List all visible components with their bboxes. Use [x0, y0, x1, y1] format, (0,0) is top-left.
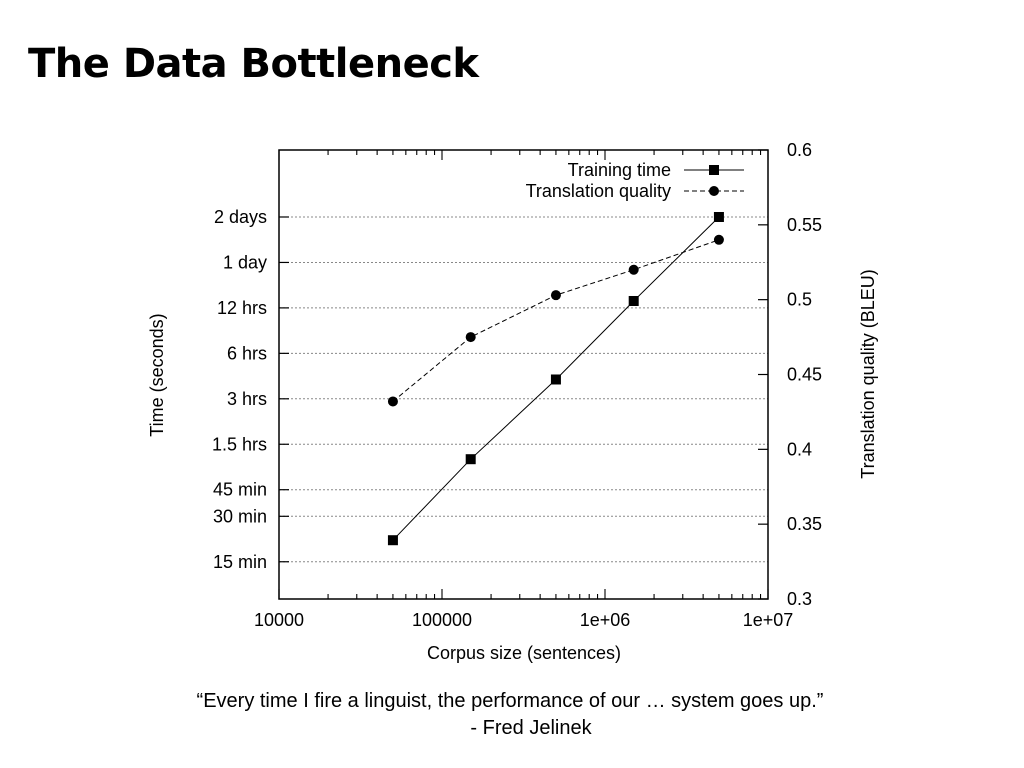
x-tick-label: 100000	[412, 610, 472, 630]
y-axis-label: Time (seconds)	[147, 313, 167, 436]
x-tick-label: 1e+07	[743, 610, 794, 630]
training-quality-chart: 15 min 30 min 45 min 1.5 hrs 3 hrs 6 hrs 12 hr…	[147, 140, 878, 663]
y-tick-label: 3 hrs	[227, 389, 267, 409]
training-time-point	[465, 454, 476, 465]
legend-label: Translation quality	[526, 181, 671, 201]
translation-quality-point	[713, 234, 724, 245]
translation-quality-point	[387, 396, 398, 407]
y-tick-label: 15 min	[213, 552, 267, 572]
grid-lines	[279, 216, 768, 563]
y2-tick-label: 0.4	[787, 439, 812, 459]
slide-title: The Data Bottleneck	[28, 41, 479, 87]
y-tick-label: 30 min	[213, 506, 267, 526]
y-tick-label: 45 min	[213, 480, 267, 500]
training-time-point	[628, 295, 639, 306]
legend-label: Training time	[568, 160, 671, 180]
y-tick-label: 2 days	[214, 207, 267, 227]
translation-quality-point	[550, 290, 561, 301]
y2-tick-label: 0.3	[787, 589, 812, 609]
legend-marker	[709, 165, 719, 175]
x-axis-label: Corpus size (sentences)	[427, 643, 621, 663]
y2-tick-label: 0.35	[787, 514, 822, 534]
y-tick-label: 12 hrs	[217, 298, 267, 318]
x-tick-label: 1e+06	[580, 610, 631, 630]
x-tick-label: 10000	[254, 610, 304, 630]
series-layer	[387, 211, 724, 546]
translation-quality-point	[465, 332, 476, 343]
axis-ticks: 15 min 30 min 45 min 1.5 hrs 3 hrs 6 hrs 12 hr…	[212, 140, 822, 630]
y-tick-label: 6 hrs	[227, 343, 267, 363]
quote-text: “Every time I fire a linguist, the perfo…	[196, 690, 824, 712]
training-time-point	[713, 211, 724, 222]
quote-author: - Fred Jelinek	[470, 717, 592, 739]
y2-tick-label: 0.5	[787, 290, 812, 310]
training-time-point	[550, 374, 561, 385]
translation-quality-point	[628, 264, 639, 275]
y-tick-label: 1.5 hrs	[212, 434, 267, 454]
y2-axis-label: Translation quality (BLEU)	[858, 269, 878, 478]
legend-marker	[709, 186, 719, 196]
y-tick-label: 1 day	[223, 252, 267, 272]
y2-tick-label: 0.45	[787, 365, 822, 385]
training-time-point	[387, 535, 398, 546]
y2-tick-label: 0.6	[787, 140, 812, 160]
y2-tick-label: 0.55	[787, 215, 822, 235]
